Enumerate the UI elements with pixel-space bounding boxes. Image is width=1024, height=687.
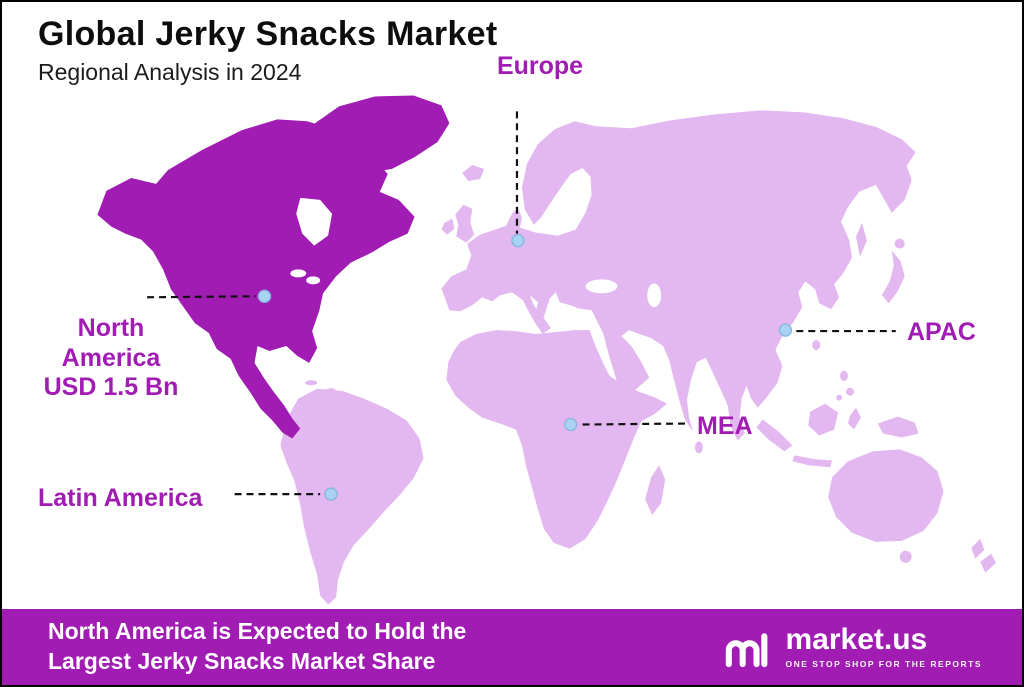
island-sri-lanka (694, 441, 703, 454)
island-hispaniola (326, 388, 337, 394)
marker-north-america (257, 289, 272, 303)
continent-australia (828, 449, 944, 542)
island-taiwan (812, 340, 821, 350)
island-java (792, 455, 833, 468)
marker-latin-america (324, 487, 338, 501)
banner-line-1: North America is Expected to Hold the (48, 618, 467, 645)
region-label-mea: MEA (697, 412, 753, 440)
island-ireland (441, 218, 455, 235)
island-new-zealand-south (980, 553, 997, 573)
islands (305, 165, 997, 573)
continent-eurasia (441, 110, 916, 441)
leader-north-america (147, 295, 256, 299)
brand-text: market.us ONE STOP SHOP FOR THE REPORTS (785, 623, 982, 670)
island-sumatra (756, 419, 793, 452)
continent-south-america (280, 388, 424, 605)
region-label-apac: APAC (907, 318, 976, 346)
brand-tagline: ONE STOP SHOP FOR THE REPORTS (785, 659, 982, 669)
bottom-banner: North America is Expected to Hold the La… (2, 609, 1022, 685)
island-new-zealand-north (971, 538, 985, 559)
caspian-sea (647, 283, 662, 308)
markers (257, 233, 793, 501)
region-label-north-america-name: North America (61, 314, 161, 372)
island-hokkaido (894, 238, 905, 249)
page-subtitle: Regional Analysis in 2024 (38, 59, 302, 86)
island-madagascar (645, 465, 666, 515)
banner-text: North America is Expected to Hold the La… (48, 617, 466, 677)
leader-lines (147, 111, 896, 496)
island-sulawesi (848, 407, 861, 430)
great-lake-1 (290, 269, 307, 278)
brand-block: market.us ONE STOP SHOP FOR THE REPORTS (721, 619, 982, 676)
water-bodies (290, 197, 662, 308)
island-iceland (462, 165, 485, 181)
marker-apac (778, 323, 793, 337)
island-philippines-2 (846, 387, 854, 396)
leader-mea (582, 422, 687, 426)
black-sea (585, 279, 618, 294)
region-label-north-america-value: USD 1.5 Bn (43, 373, 179, 401)
great-lake-2 (306, 276, 321, 285)
island-japan (881, 250, 905, 304)
island-great-britain (455, 204, 475, 243)
banner-line-2: Largest Jerky Snacks Market Share (48, 648, 436, 674)
region-label-europe: Europe (496, 52, 584, 80)
island-philippines-1 (840, 370, 849, 381)
continent-africa (446, 330, 668, 549)
island-cuba (305, 380, 318, 386)
marketus-logo-icon (721, 619, 773, 676)
island-greenland-highlight (303, 95, 450, 174)
continent-north-america-highlight (97, 119, 415, 439)
brand-name: market.us (785, 623, 928, 656)
island-tasmania (899, 550, 912, 563)
marker-mea (563, 417, 578, 432)
region-label-north-america: North America USD 1.5 Bn (32, 314, 190, 403)
header: Global Jerky Snacks Market Regional Anal… (38, 15, 498, 86)
island-new-guinea (877, 416, 919, 438)
island-borneo (808, 403, 839, 436)
region-label-latin-america: Latin America (38, 484, 203, 512)
island-sakhalin (855, 222, 867, 257)
hudson-bay (296, 197, 333, 246)
island-philippines-3 (836, 394, 843, 401)
marker-europe (511, 233, 525, 248)
page-title: Global Jerky Snacks Market (38, 15, 498, 53)
